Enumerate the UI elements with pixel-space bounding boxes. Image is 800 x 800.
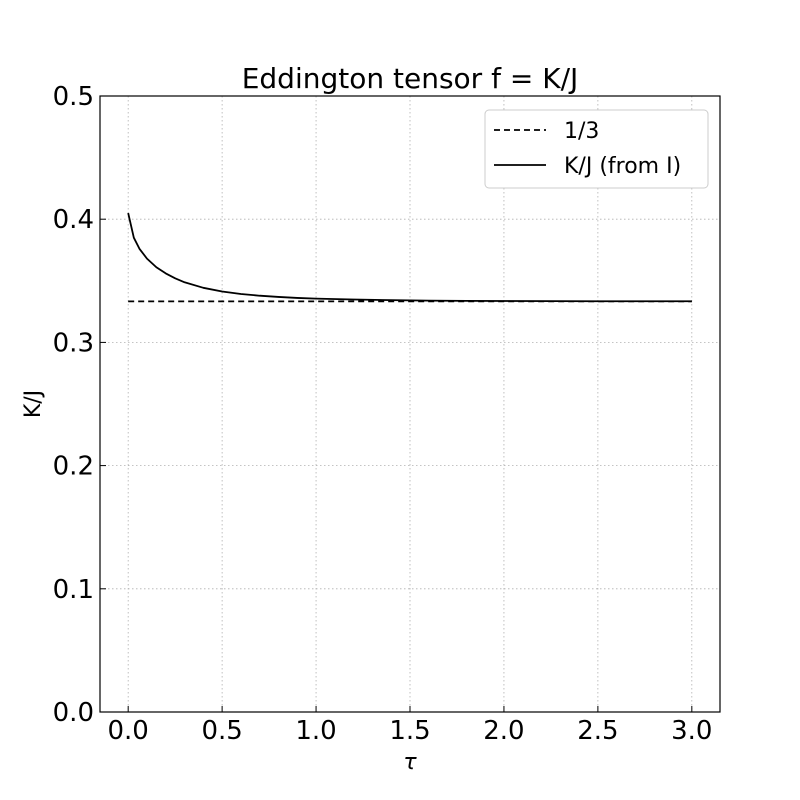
x-tick-label: 2.0	[483, 716, 524, 746]
y-tick-label: 0.5	[53, 82, 94, 112]
legend-label-1-3: 1/3	[564, 119, 599, 144]
series-line-kj-from-i	[127, 212, 692, 303]
legend: 1/3 K/J (from I)	[484, 109, 709, 189]
y-tick-label: 0.4	[53, 205, 94, 235]
x-tick-label: 0.5	[201, 716, 242, 746]
y-tick-label: 0.3	[53, 328, 94, 358]
y-axis-label: K/J	[21, 390, 46, 418]
legend-box	[484, 109, 709, 189]
chart-title: Eddington tensor f = K/J	[242, 62, 579, 95]
x-tick-label: 0.0	[108, 716, 149, 746]
y-tick-label: 0.2	[53, 452, 94, 482]
series-layer	[127, 212, 692, 303]
x-tick-label: 1.0	[295, 716, 336, 746]
y-tick-label: 0.1	[53, 575, 94, 605]
grid	[100, 95, 720, 713]
legend-label-kj: K/J (from I)	[564, 154, 681, 179]
x-tick-label: 1.5	[389, 716, 430, 746]
x-tick-label: 3.0	[671, 716, 712, 746]
x-axis-label: τ	[403, 750, 417, 775]
x-tick-label: 2.5	[577, 716, 618, 746]
y-tick-label: 0.0	[53, 698, 94, 728]
axis-ticks: 0.0 0.5 1.0 1.5 2.0 2.5 3.0 0.0 0.1 0.2 0.3 0.4 0.5	[53, 82, 713, 746]
